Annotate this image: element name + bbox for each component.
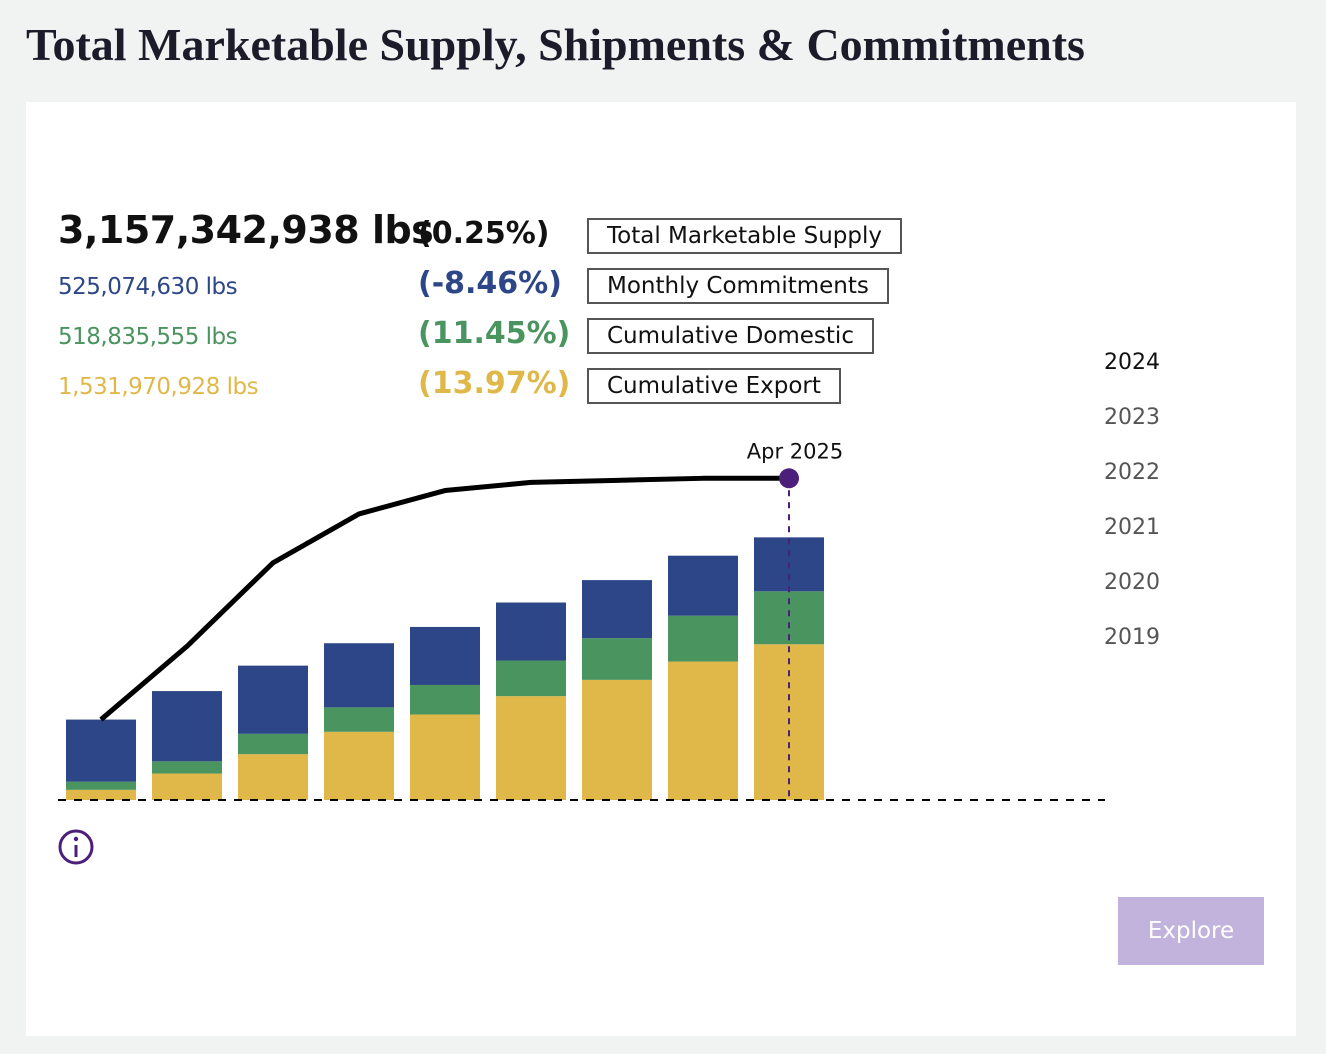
annotation-marker (779, 468, 799, 489)
stat-change: (0.25%) (418, 216, 550, 251)
legend-toggle[interactable]: Cumulative Export (587, 368, 841, 404)
bar-segment (410, 684, 480, 715)
stat-amount: 525,074,630 lbs (58, 274, 238, 300)
bar-segment (66, 781, 136, 790)
bar-segment (238, 665, 308, 734)
info-icon[interactable] (58, 829, 94, 865)
bar-segment (410, 626, 480, 685)
bar-segment (152, 691, 222, 762)
legend-toggle[interactable]: Cumulative Domestic (587, 318, 874, 354)
bar-segment (324, 643, 394, 708)
bar-segment (324, 731, 394, 800)
card: Explore 3,157,342,938 lbs (0.25%) Total Ma… (26, 102, 1296, 1036)
year-option[interactable]: 2020 (1104, 570, 1160, 595)
bar-segment (582, 679, 652, 800)
bar-segment (238, 733, 308, 755)
bar-segment (496, 660, 566, 697)
legend-toggle[interactable]: Total Marketable Supply (587, 218, 903, 254)
page-title: Total Marketable Supply, Shipments & Com… (26, 19, 1085, 70)
bar-segment (668, 555, 738, 616)
year-option[interactable]: 2024 (1104, 350, 1160, 375)
bar-segment (582, 580, 652, 639)
annotation-label: Apr 2025 (747, 439, 843, 463)
year-option[interactable]: 2019 (1104, 625, 1160, 650)
bar-segment (324, 707, 394, 732)
bar-segment (152, 761, 222, 774)
year-option[interactable]: 2023 (1104, 405, 1160, 430)
bar-segment (66, 719, 136, 782)
bar-segment (152, 773, 222, 800)
bar-segment (668, 615, 738, 662)
bar-segment (238, 754, 308, 800)
legend-toggle[interactable]: Monthly Commitments (587, 268, 889, 304)
bar-segment (668, 661, 738, 800)
bar-segment (582, 638, 652, 680)
stat-amount: 3,157,342,938 lbs (58, 208, 434, 252)
stat-change: (13.97%) (418, 366, 571, 401)
stat-change: (11.45%) (418, 316, 571, 351)
year-option[interactable]: 2021 (1104, 515, 1160, 540)
bar-segment (410, 714, 480, 800)
stat-amount: 1,531,970,928 lbs (58, 374, 259, 400)
bar-segment (496, 696, 566, 800)
year-option[interactable]: 2022 (1104, 460, 1160, 485)
explore-button[interactable]: Explore (1118, 897, 1264, 965)
stat-amount: 518,835,555 lbs (58, 324, 238, 350)
bar-segment (66, 789, 136, 800)
bar-segment (496, 602, 566, 661)
stat-change: (-8.46%) (418, 266, 562, 301)
supply-line (99, 475, 789, 722)
